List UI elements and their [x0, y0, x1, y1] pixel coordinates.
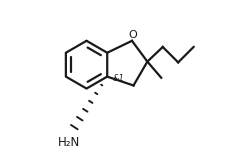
Text: H₂N: H₂N	[58, 136, 80, 149]
Text: &1: &1	[113, 74, 124, 83]
Text: O: O	[128, 30, 137, 40]
